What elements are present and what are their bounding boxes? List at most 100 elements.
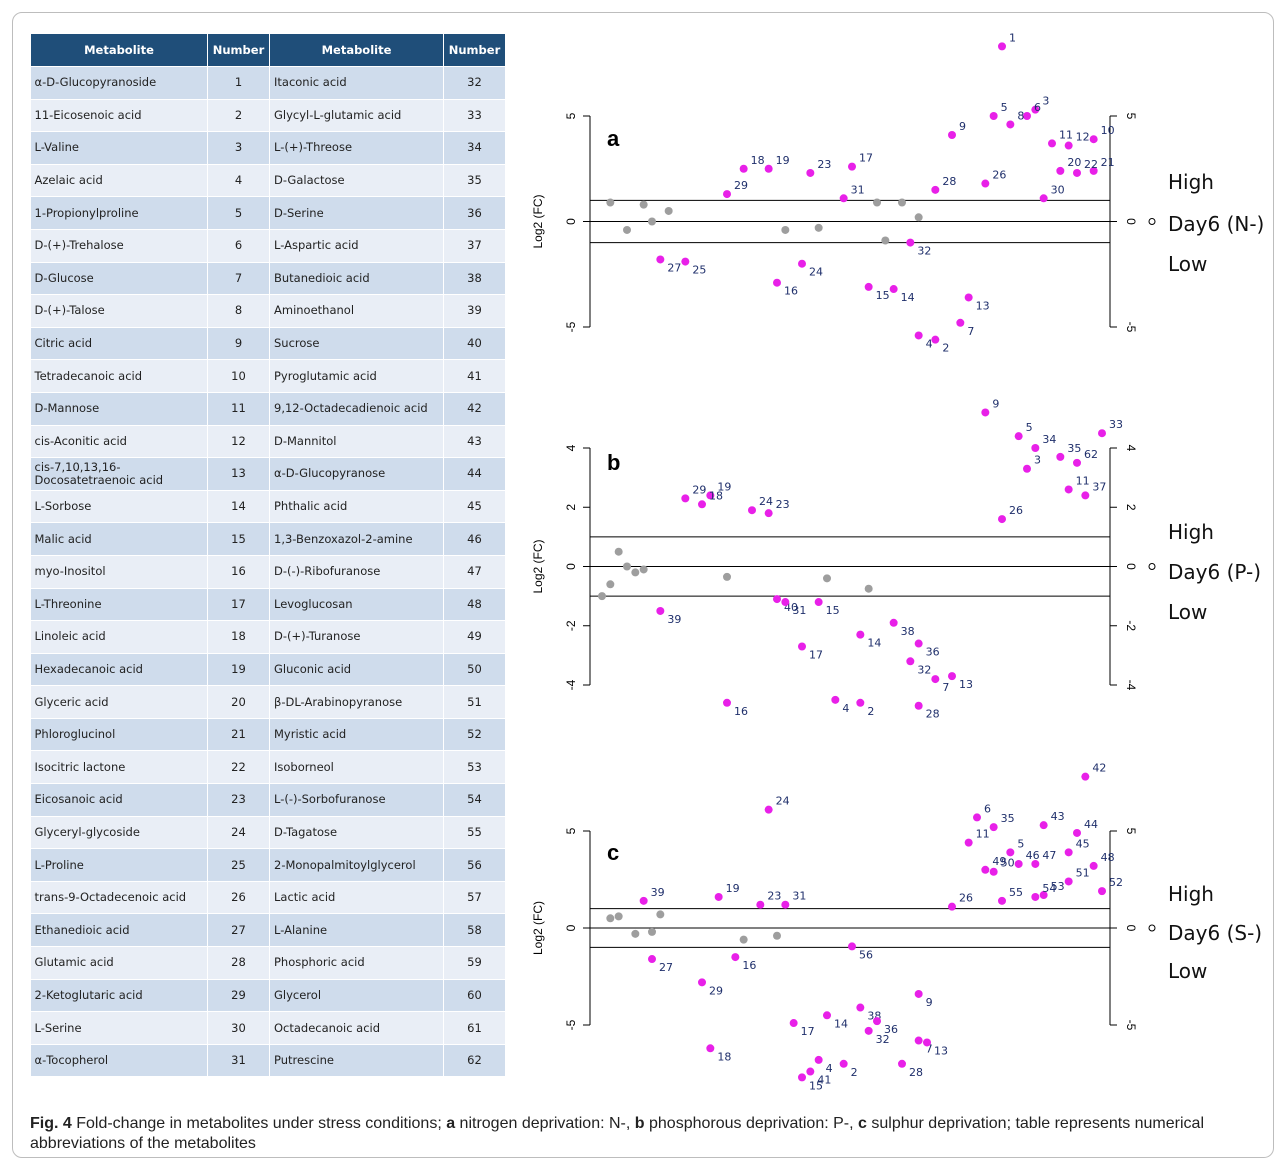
caption-a-text: nitrogen deprivation: N-,	[455, 1115, 635, 1132]
caption-prefix: Fig. 4	[30, 1115, 72, 1132]
nonsignificant-point	[648, 927, 656, 936]
y-tick-label-left: 5	[564, 112, 578, 119]
significant-point	[714, 892, 723, 901]
significant-point	[1006, 848, 1015, 857]
point-label: 28	[942, 175, 956, 188]
table-row: cis-Aconitic acid 12 D-Mannitol 43	[30, 425, 506, 459]
number-cell: 19	[207, 653, 270, 687]
nonsignificant-point	[664, 206, 673, 215]
table-row: Azelaic acid 4 D-Galactose 35	[30, 164, 506, 198]
metabolite-cell: D-Mannitol	[269, 425, 444, 459]
point-label: 15	[809, 1079, 823, 1092]
low-label: Low	[1168, 959, 1207, 983]
metabolite-cell: D-(+)-Turanose	[269, 620, 444, 654]
table-row: trans-9-Octadecenoic acid 26 Lactic acid 57	[30, 881, 506, 915]
point-label: 1	[1009, 31, 1016, 44]
significant-point	[798, 1073, 806, 1082]
metabolite-cell: L-Threonine	[30, 588, 208, 622]
metabolite-cell: cis-7,10,13,16-Docosatetraenoic acid	[30, 457, 208, 491]
metabolite-cell: Glutamic acid	[30, 946, 208, 980]
nonsignificant-point	[623, 225, 631, 234]
number-cell: 9	[207, 327, 270, 361]
caption-c-label: c	[858, 1115, 867, 1132]
metabolite-cell: Sucrose	[269, 327, 444, 361]
table-row: Tetradecanoic acid 10 Pyroglutamic acid 41	[30, 359, 506, 393]
significant-point	[923, 1038, 931, 1047]
point-label: 24	[776, 795, 790, 808]
metabolite-cell: α-D-Glucopyranoside	[30, 66, 208, 100]
number-cell: 48	[443, 588, 506, 622]
point-label: 6	[1034, 101, 1041, 114]
point-label: 5	[1026, 421, 1033, 434]
metabolite-cell: Phosphoric acid	[269, 946, 444, 980]
metabolite-cell: Citric acid	[30, 327, 208, 361]
number-cell: 62	[443, 1044, 506, 1078]
metabolite-cell: D-Serine	[269, 196, 444, 230]
point-label: 29	[692, 483, 706, 496]
point-label: 55	[1009, 886, 1023, 899]
number-cell: 26	[207, 881, 270, 915]
point-label: 32	[917, 663, 931, 676]
panel-letter: a	[607, 126, 620, 151]
point-label: 43	[1051, 810, 1065, 823]
significant-point	[989, 867, 998, 876]
metabolite-table-container: Metabolite Number Metabolite Number α-D-…	[30, 33, 506, 1078]
y-tick-label-left: -5	[564, 321, 578, 332]
significant-point	[823, 1011, 831, 1020]
caption-text: Fold-change in metabolites under stress …	[71, 1115, 447, 1132]
significant-point	[773, 278, 781, 287]
point-label: 26	[959, 892, 973, 905]
significant-point	[1064, 141, 1073, 150]
significant-point	[656, 255, 665, 264]
significant-point	[956, 318, 965, 327]
header-number-2: Number	[443, 33, 506, 67]
significant-point	[1031, 105, 1040, 114]
table-row: Malic acid 15 1,3-Benzoxazol-2-amine 46	[30, 522, 506, 556]
significant-point	[831, 695, 840, 704]
number-cell: 3	[207, 131, 270, 165]
table-row: 1-Propionylproline 5 D-Serine 36	[30, 196, 506, 230]
significant-point	[1023, 112, 1031, 120]
significant-point	[1056, 166, 1065, 175]
point-label: 15	[826, 604, 840, 617]
point-label: 12	[1076, 131, 1090, 144]
significant-point	[1073, 458, 1081, 467]
significant-point	[1089, 166, 1098, 175]
point-label: 29	[709, 984, 723, 997]
point-label: 11	[1076, 474, 1090, 487]
metabolite-cell: Isocitric lactone	[30, 750, 208, 785]
number-cell: 61	[443, 1011, 506, 1045]
table-row: Glyceric acid 20 β-DL-Arabinopyranose 51	[30, 685, 506, 719]
nonsignificant-point	[614, 912, 623, 921]
significant-point	[964, 838, 973, 847]
significant-point	[731, 953, 740, 962]
point-label: 37	[1092, 480, 1106, 493]
number-cell: 27	[207, 913, 270, 948]
significant-point	[856, 698, 865, 707]
point-label: 9	[992, 397, 999, 410]
number-cell: 47	[443, 555, 506, 589]
metabolite-table: Metabolite Number Metabolite Number α-D-…	[30, 33, 506, 1078]
y-tick-label-right: -2	[1124, 620, 1138, 631]
significant-point	[698, 500, 706, 509]
point-label: 41	[817, 1074, 831, 1087]
point-label: 39	[667, 613, 681, 626]
metabolite-cell: Glyceric acid	[30, 685, 208, 719]
point-label: 17	[859, 152, 873, 165]
point-label: 32	[876, 1033, 890, 1046]
significant-point	[998, 42, 1006, 51]
metabolite-cell: Glycerol	[269, 979, 444, 1013]
significant-point	[914, 331, 923, 340]
point-label: 35	[1067, 442, 1081, 455]
table-row: L-Proline 25 2-Monopalmitoylglycerol 56	[30, 848, 506, 882]
metabolite-cell: Ethanedioic acid	[30, 913, 208, 948]
point-label: 18	[751, 154, 765, 167]
significant-point	[848, 942, 856, 951]
metabolite-cell: D-Galactose	[269, 164, 444, 198]
nonsignificant-point	[864, 584, 873, 593]
point-label: 14	[867, 637, 881, 650]
metabolite-cell: Gluconic acid	[269, 653, 444, 687]
point-label: 4	[842, 702, 849, 715]
nonsignificant-point	[639, 200, 648, 209]
y-tick-label-left: 0	[564, 924, 578, 931]
